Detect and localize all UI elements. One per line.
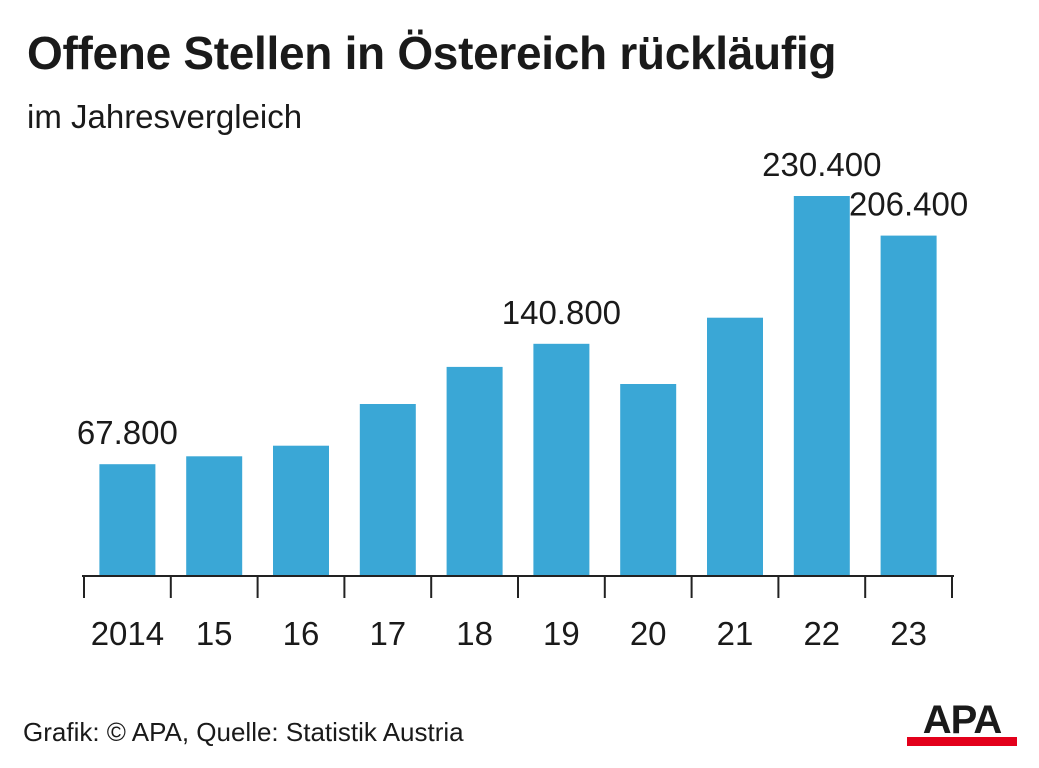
- bar-23: [880, 235, 937, 576]
- bar-20: [620, 384, 677, 576]
- x-tick-label: 21: [717, 615, 754, 652]
- bar-21: [707, 317, 763, 576]
- data-label: 230.400: [762, 146, 881, 183]
- chart-title: Offene Stellen in Östereich rückläufig: [27, 27, 837, 79]
- bar-2014: [99, 464, 156, 576]
- x-tick-label: 20: [630, 615, 667, 652]
- bar-22: [793, 196, 850, 576]
- bar-17: [359, 404, 416, 576]
- apa-logo-bar: [907, 737, 1017, 746]
- data-label: 140.800: [502, 294, 621, 331]
- x-tick-label: 18: [456, 615, 493, 652]
- x-tick-label: 2014: [91, 615, 164, 652]
- bar-16: [273, 445, 329, 576]
- bar-18: [446, 366, 503, 576]
- source-note: Grafik: © APA, Quelle: Statistik Austria: [23, 717, 464, 747]
- apa-logo-text: APA: [923, 700, 1002, 742]
- x-tick-label: 15: [196, 615, 233, 652]
- x-tick-label: 22: [803, 615, 840, 652]
- bar-15: [186, 456, 243, 576]
- apa-logo: APA: [907, 700, 1017, 746]
- data-label: 206.400: [849, 186, 968, 223]
- x-tick-label: 16: [283, 615, 320, 652]
- data-label: 67.800: [77, 414, 178, 451]
- x-tick-label: 19: [543, 615, 580, 652]
- chart-subtitle: im Jahresvergleich: [27, 98, 303, 135]
- x-tick-label: 23: [890, 615, 927, 652]
- bar-19: [533, 343, 590, 576]
- x-tick-label: 17: [369, 615, 406, 652]
